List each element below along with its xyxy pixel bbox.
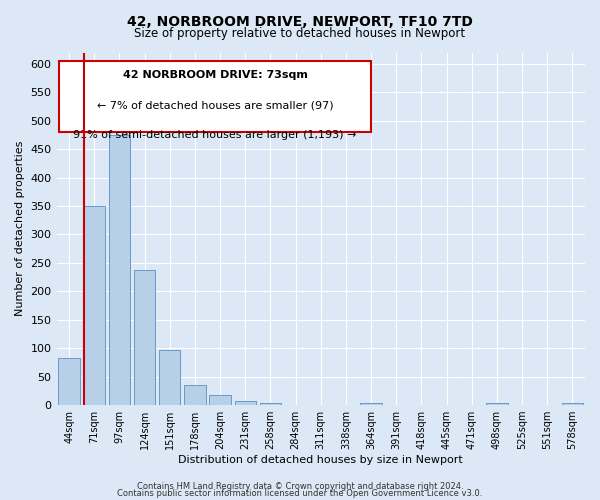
Bar (562, 404, 583, 405)
Bar (159, 350, 181, 405)
Bar (486, 404, 508, 405)
Text: 91% of semi-detached houses are larger (1,193) →: 91% of semi-detached houses are larger (… (73, 130, 357, 140)
Text: 42, NORBROOM DRIVE, NEWPORT, TF10 7TD: 42, NORBROOM DRIVE, NEWPORT, TF10 7TD (127, 15, 473, 29)
Y-axis label: Number of detached properties: Number of detached properties (15, 141, 25, 316)
Text: Size of property relative to detached houses in Newport: Size of property relative to detached ho… (134, 28, 466, 40)
Bar (83, 206, 105, 405)
Bar (58, 358, 80, 405)
Text: Contains HM Land Registry data © Crown copyright and database right 2024.: Contains HM Land Registry data © Crown c… (137, 482, 463, 491)
Bar (235, 400, 256, 405)
Text: ← 7% of detached houses are smaller (97): ← 7% of detached houses are smaller (97) (97, 100, 334, 110)
Text: Contains public sector information licensed under the Open Government Licence v3: Contains public sector information licen… (118, 488, 482, 498)
X-axis label: Distribution of detached houses by size in Newport: Distribution of detached houses by size … (178, 455, 463, 465)
FancyBboxPatch shape (59, 62, 371, 132)
Bar (184, 385, 206, 405)
Bar (109, 135, 130, 405)
Bar (134, 270, 155, 405)
Bar (361, 404, 382, 405)
Text: 42 NORBROOM DRIVE: 73sqm: 42 NORBROOM DRIVE: 73sqm (122, 70, 308, 80)
Bar (209, 395, 231, 405)
Bar (260, 404, 281, 405)
